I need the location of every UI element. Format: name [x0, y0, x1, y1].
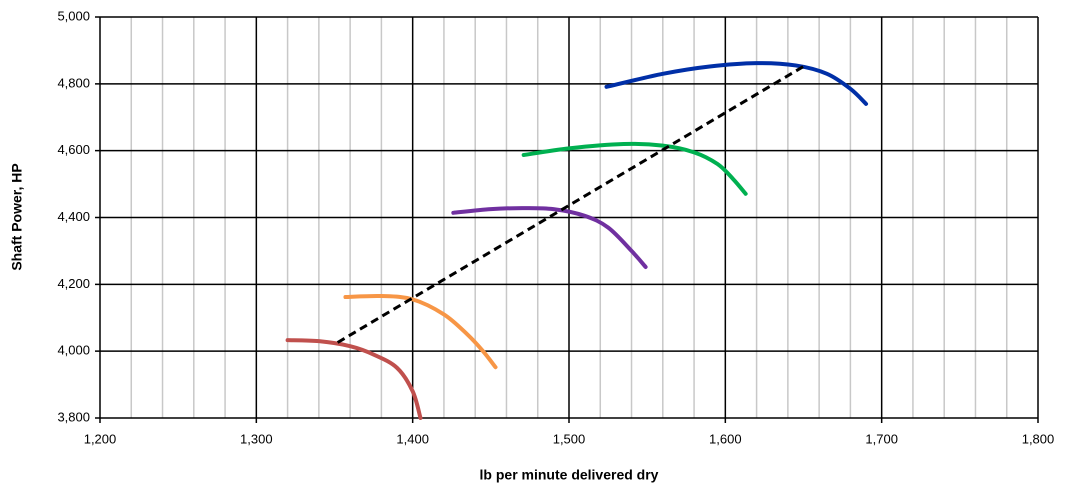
- y-tick-label: 4,200: [57, 276, 90, 291]
- x-tick-label: 1,300: [240, 431, 273, 446]
- y-tick-label: 4,800: [57, 75, 90, 90]
- y-tick-label: 4,400: [57, 209, 90, 224]
- y-tick-label: 4,000: [57, 343, 90, 358]
- x-tick-label: 1,700: [865, 431, 898, 446]
- series-line: [521, 141, 748, 196]
- series-line: [604, 61, 869, 106]
- series-line: [451, 206, 648, 269]
- series-line: [343, 293, 498, 370]
- y-axis-title: Shaft Power, HP: [9, 163, 25, 270]
- y-tick-label: 4,600: [57, 142, 90, 157]
- series-line: [285, 338, 423, 420]
- y-tick-label: 3,800: [57, 409, 90, 424]
- x-tick-label: 1,200: [84, 431, 117, 446]
- x-tick-label: 1,800: [1022, 431, 1055, 446]
- x-tick-label: 1,600: [709, 431, 742, 446]
- x-axis-title: lb per minute delivered dry: [480, 467, 659, 483]
- series-line: [336, 65, 805, 344]
- x-tick-label: 1,400: [396, 431, 429, 446]
- x-tick-label: 1,500: [553, 431, 586, 446]
- y-tick-label: 5,000: [57, 8, 90, 23]
